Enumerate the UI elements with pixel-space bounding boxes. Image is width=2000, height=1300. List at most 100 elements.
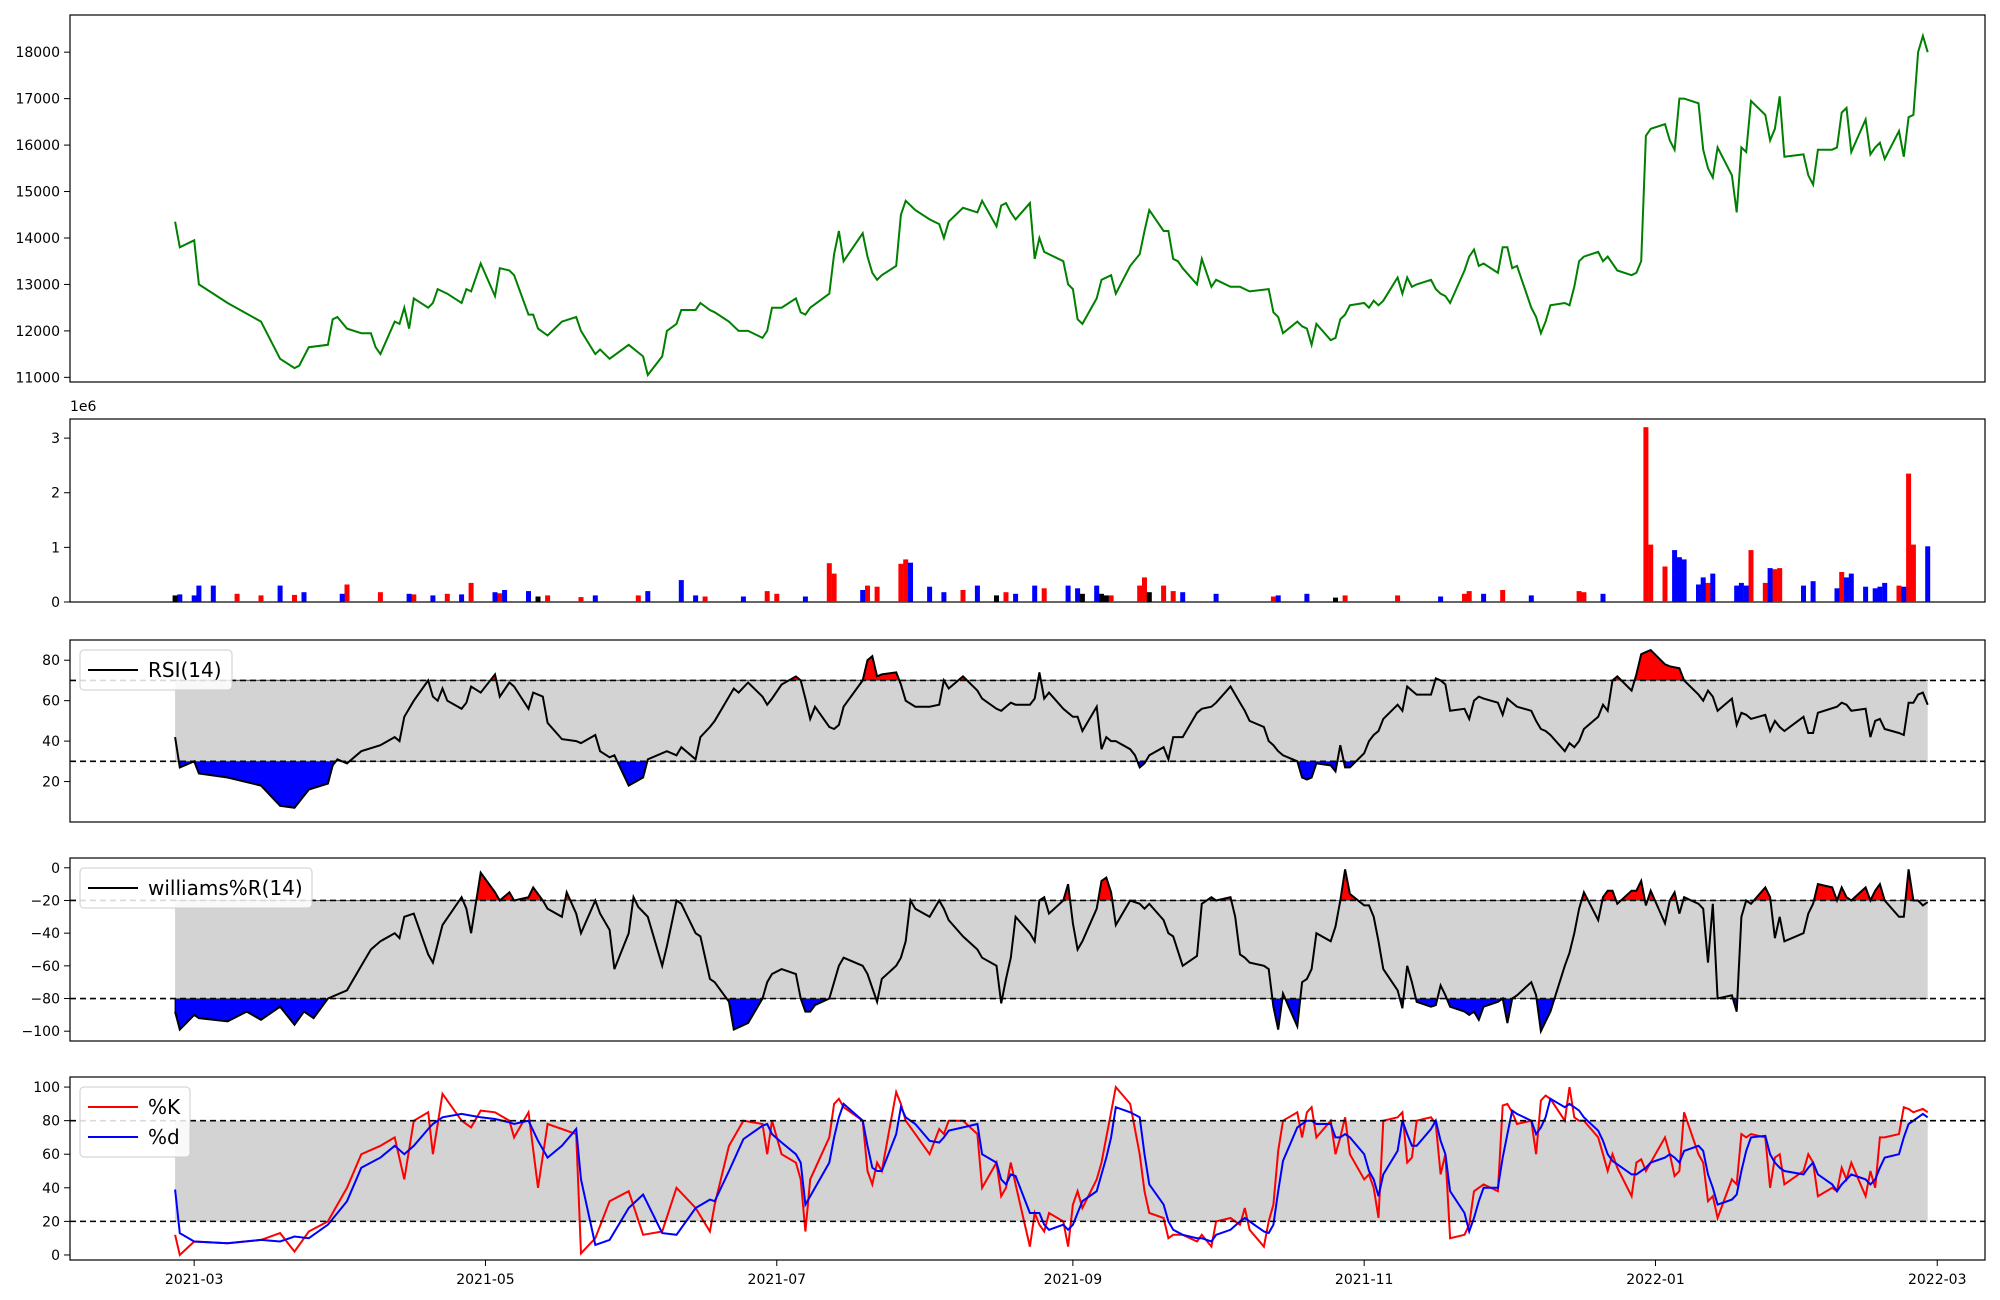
volume-bar-up [1137,585,1143,602]
williams-ytick-label: −40 [30,926,60,942]
volume-bar-down [860,590,866,602]
volume-bar-down [406,593,412,602]
stochastic-panel: 0 20 40 60 80 100 %K %d [33,1076,1986,1264]
volume-bar-up [292,594,297,602]
williams-legend-label: williams%R(14) [148,876,303,900]
volume-bar-down [1700,577,1706,602]
volume-bar-up [1648,544,1654,602]
volume-bar-up [898,563,904,602]
stochastic-d-line [174,1097,1929,1247]
rsi-ytick-label: 60 [42,694,60,710]
volume-bar-up [903,559,909,602]
volume-bar-down [1834,588,1840,602]
volume-bar-down [1872,588,1878,602]
volume-bar-down [1438,596,1444,602]
price-ytick-label: 18000 [15,45,60,61]
williams-ytick-label: −80 [30,992,60,1008]
volume-bar-down [1767,568,1773,602]
volume-bar-up [411,594,417,602]
volume-bar-up [1662,566,1668,602]
volume-bar-down [502,590,508,602]
volume-bar-down [1094,585,1100,602]
volume-bar-down [1528,595,1534,602]
volume-bar-down [1810,581,1816,602]
volume-bar-down [1882,582,1888,602]
volume-bar-down [1013,593,1019,602]
rsi-panel: 20 40 60 80 RSI(14) [42,639,1986,823]
volume-bar-up [1108,595,1114,602]
volume-bar-up [774,593,780,602]
stochastic-legend-label: %K [148,1095,181,1119]
volume-bar-down [1672,550,1678,602]
volume-bar-up [1906,473,1912,602]
volume-frame [69,418,1986,603]
volume-bar-up [1777,568,1783,602]
x-tick-label: 2021-07 [748,1272,807,1288]
volume-panel: 0 1 2 3 1e6 [51,399,1986,611]
price-ytick-label: 13000 [15,277,60,293]
volume-bar-down [1901,586,1907,602]
price-line [174,32,1929,378]
volume-bar-up [702,596,708,602]
volume-bar-down [740,596,746,602]
volume-bar-down [1738,582,1744,602]
stochastic-ytick-label: 80 [42,1114,60,1130]
williams-ytick-label: −20 [30,893,60,909]
volume-bar-flat [172,595,178,602]
x-tick-label: 2021-11 [1335,1272,1394,1288]
volume-bar-down [1213,593,1219,602]
rsi-band [175,680,1928,762]
rsi-line [174,648,1929,809]
stochastic-ytick-label: 40 [42,1181,60,1197]
volume-bar-down [210,585,216,602]
volume-bar-flat [994,595,999,602]
williams-band [175,900,1928,999]
volume-bar-up [764,591,770,602]
volume-bar-down [974,585,980,602]
volume-bar-up [1170,591,1176,602]
price-ytick-label: 17000 [15,92,60,108]
x-tick-label: 2021-03 [165,1272,224,1288]
volume-bar-up [960,590,966,602]
volume-bar-down [1710,573,1716,602]
volume-bar-down [1863,586,1869,602]
volume-ytick-label: 3 [51,431,60,447]
volume-bar-up [545,595,551,602]
volume-bar-up [1910,544,1916,602]
volume-bar-up [1342,595,1348,602]
price-frame [69,14,1986,383]
volume-bar-down [1065,585,1071,602]
volume-bar-down [1848,573,1854,602]
williams-legend-box [79,867,313,909]
volume-bar-down [1734,585,1740,602]
volume-bar-up [1839,572,1845,602]
volume-bar-up [1161,585,1167,602]
volume-bar-down [1743,585,1749,602]
volume-bar-up [831,573,837,602]
volume-bar-up [1500,590,1506,602]
volume-bar-up [1003,592,1009,602]
volume-bar-down [1600,593,1606,602]
volume-bar-up [1041,588,1047,602]
volume-bar-up [497,593,503,602]
volume-bar-up [1270,596,1276,602]
price-ytick-label: 15000 [15,185,60,201]
rsi-ytick-label: 80 [42,653,60,669]
price-ytick-label: 11000 [15,370,60,386]
volume-bar-up [1762,582,1768,602]
volume-bar-up [1896,585,1902,602]
volume-ytick-label: 2 [51,486,60,502]
volume-bar-flat [1333,597,1338,602]
stochastic-frame [69,1076,1986,1261]
williams-panel: 0 −20 −40 −60 −80 −100 williams%R(14) [22,857,1986,1042]
stochastic-ytick-label: 20 [42,1214,60,1230]
stochastic-legend-label: %d [148,1125,180,1149]
volume-bar-up [234,593,240,602]
volume-bar-down [1844,577,1849,602]
volume-bar-down [1696,584,1701,602]
volume-bar-up [444,593,450,602]
volume-bar-up [468,582,474,602]
volume-bar-flat [1099,593,1104,602]
williams-ytick-label: −100 [22,1024,60,1040]
